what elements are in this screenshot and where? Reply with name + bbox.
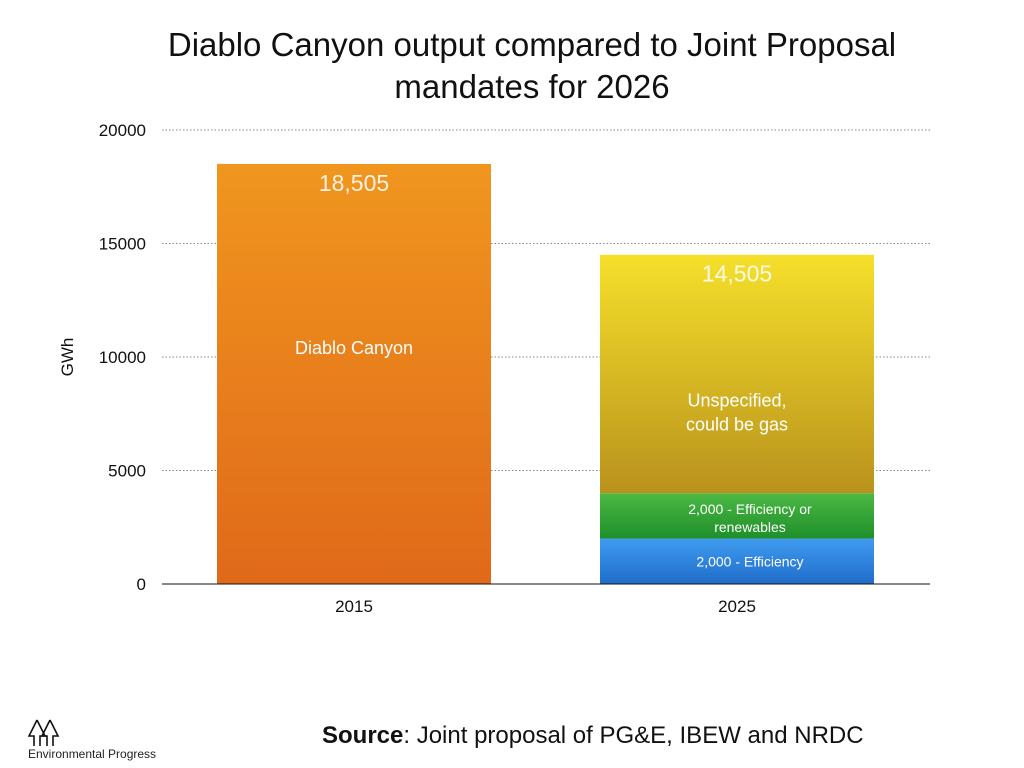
stacked-bar-chart: 0 5000 10000 15000 20000 GWh 2015 2025 18,505 14… bbox=[58, 121, 930, 616]
y-tick-label: 20000 bbox=[99, 121, 146, 140]
segment-label-unspecified-line-1: Unspecified, bbox=[687, 391, 786, 411]
y-axis-label: GWh bbox=[58, 338, 77, 377]
x-tick-label: 2015 bbox=[335, 597, 373, 616]
y-tick-label: 15000 bbox=[99, 235, 146, 254]
bar-labels: 18,505 14,505 Diablo Canyon 2,000 - Efficie… bbox=[295, 170, 812, 569]
axes: 0 5000 10000 15000 20000 GWh 2015 2025 bbox=[58, 121, 930, 616]
segment-label-diablo-canyon: Diablo Canyon bbox=[295, 338, 413, 358]
total-label: 14,505 bbox=[702, 261, 772, 287]
segment-label-unspecified-line-2: could be gas bbox=[686, 415, 788, 435]
segment-label-efficiency: 2,000 - Efficiency bbox=[696, 553, 803, 569]
segment-label-renewables-line-2: renewables bbox=[714, 519, 786, 535]
source-text: : Joint proposal of PG&E, IBEW and NRDC bbox=[403, 722, 864, 749]
chart-title: Diablo Canyon output compared to Joint P… bbox=[60, 24, 1004, 108]
chart-title-line-1: Diablo Canyon output compared to Joint P… bbox=[167, 26, 897, 63]
y-tick-label: 10000 bbox=[99, 348, 146, 367]
bar-diablo-canyon-2015 bbox=[217, 163, 491, 584]
source-label: Source bbox=[322, 722, 404, 749]
y-tick-label: 0 bbox=[137, 575, 146, 594]
bar-unspecified-2025 bbox=[600, 254, 874, 494]
y-tick-label: 5000 bbox=[108, 462, 146, 481]
logo-text: Environmental Progress bbox=[28, 747, 157, 761]
environmental-progress-logo-icon bbox=[28, 719, 60, 746]
bar-efficiency-2025 bbox=[600, 538, 874, 584]
bar-efficiency-or-renewables-2025 bbox=[600, 493, 874, 539]
x-tick-label: 2025 bbox=[718, 597, 756, 616]
total-label: 18,505 bbox=[319, 170, 389, 196]
chart-title-line-2: mandates for 2026 bbox=[394, 68, 670, 105]
segment-label-renewables-line-1: 2,000 - Efficiency or bbox=[688, 501, 812, 517]
source-note: Source: Joint proposal of PG&E, IBEW and… bbox=[322, 722, 864, 750]
bars bbox=[217, 163, 874, 584]
